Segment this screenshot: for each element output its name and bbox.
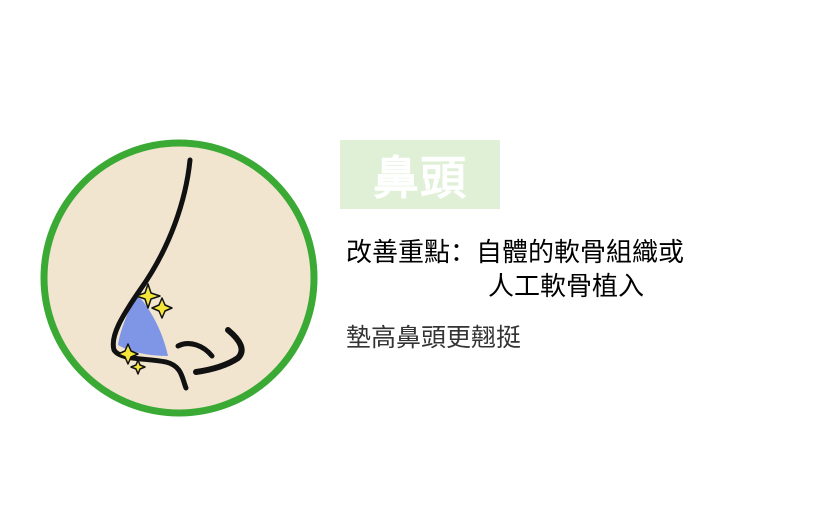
effect-description: 墊高鼻頭更翹挺 bbox=[346, 323, 522, 352]
sparkle-icon bbox=[117, 283, 173, 375]
focus-line-1: 改善重點：自體的軟骨組織或 bbox=[346, 236, 766, 270]
focus-section: 改善重點：自體的軟骨組織或 人工軟骨植入 bbox=[346, 236, 766, 304]
focus-line-2: 人工軟骨植入 bbox=[346, 270, 766, 304]
focus-label: 改善重點： bbox=[346, 238, 477, 268]
nose-profile-icon bbox=[110, 157, 245, 391]
focus-text-line2: 人工軟骨植入 bbox=[488, 272, 645, 302]
focus-text-line1: 自體的軟骨組織或 bbox=[476, 238, 685, 268]
title-badge: 鼻頭 bbox=[340, 140, 500, 209]
nose-tip-highlight bbox=[118, 296, 168, 356]
page-title: 鼻頭 bbox=[373, 150, 467, 205]
